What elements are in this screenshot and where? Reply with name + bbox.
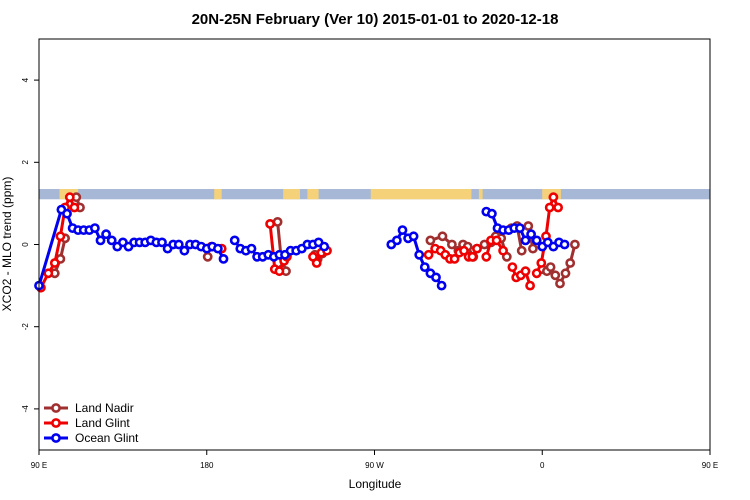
ocean-glint-point bbox=[106, 235, 117, 246]
ocean-glint-point bbox=[520, 235, 531, 246]
tick-labels: 90 E 180 90 W 0 90 E 4 2 0 -2 -4 bbox=[21, 77, 718, 470]
land-nadir-line bbox=[558, 243, 577, 285]
legend-label: Ocean Glint bbox=[75, 431, 139, 445]
ocean-glint-point bbox=[101, 229, 111, 240]
legend-item-ocean-glint: Ocean Glint bbox=[44, 431, 139, 445]
x-axis-label: Longitude bbox=[349, 477, 402, 491]
land-band-segment bbox=[370, 189, 472, 200]
legend-marker bbox=[51, 433, 61, 443]
ocean-glint-point bbox=[218, 253, 229, 264]
x-tick-label: 0 bbox=[540, 461, 545, 470]
y-axis-label: XCO2 - MLO trend (ppm) bbox=[0, 177, 14, 312]
land-glint-point bbox=[311, 258, 322, 268]
ocean-glint-point bbox=[173, 239, 184, 250]
ocean-glint-point bbox=[179, 245, 190, 256]
land-nadir-point bbox=[555, 278, 565, 289]
land-glint-point bbox=[531, 268, 542, 279]
ocean-glint-point bbox=[515, 223, 525, 233]
land-glint-point bbox=[525, 280, 535, 291]
ocean-glint-point bbox=[229, 235, 240, 246]
legend-marker bbox=[51, 418, 61, 428]
y-tick-label: 0 bbox=[21, 242, 30, 247]
land-nadir-point bbox=[565, 258, 576, 268]
land-ocean-band bbox=[39, 189, 710, 200]
land-glint-point bbox=[423, 249, 434, 260]
land-nadir-point bbox=[545, 262, 556, 272]
plot-series bbox=[34, 192, 580, 293]
land-band-segment bbox=[307, 189, 319, 200]
land-nadir-point bbox=[446, 239, 457, 250]
ocean-glint-point bbox=[419, 262, 430, 272]
land-glint-point bbox=[55, 231, 66, 242]
land-nadir-point bbox=[516, 245, 527, 256]
land-nadir-point bbox=[528, 243, 538, 254]
land-nadir-point bbox=[272, 216, 283, 227]
land-nadir-point bbox=[570, 239, 580, 250]
ocean-glint-point bbox=[212, 243, 223, 254]
land-nadir-point bbox=[560, 268, 571, 279]
land-glint-point bbox=[69, 202, 80, 213]
y-tick-label: 2 bbox=[21, 160, 30, 165]
series-ocean-glint bbox=[34, 204, 570, 291]
y-tick-label: 4 bbox=[21, 77, 30, 82]
land-glint-point bbox=[265, 218, 275, 229]
land-glint-point bbox=[64, 192, 75, 203]
land-glint-point bbox=[49, 258, 60, 268]
land-glint-point bbox=[491, 235, 502, 246]
ocean-glint-point bbox=[157, 237, 167, 248]
land-glint-point bbox=[544, 202, 555, 213]
ocean-glint-point bbox=[486, 208, 497, 219]
land-glint-point bbox=[459, 245, 469, 256]
x-tick-label: 90 W bbox=[365, 461, 384, 470]
ocean-glint-point bbox=[391, 235, 402, 246]
land-nadir-point bbox=[425, 235, 436, 246]
land-glint-point bbox=[467, 251, 478, 262]
x-tick-label: 90 E bbox=[31, 461, 47, 470]
land-band-segment bbox=[214, 189, 222, 200]
ocean-glint-point bbox=[90, 223, 100, 233]
land-glint-point bbox=[481, 251, 492, 262]
ocean-glint-point bbox=[531, 235, 542, 246]
land-glint-point bbox=[274, 266, 285, 277]
y-tick-label: -2 bbox=[21, 323, 30, 331]
land-nadir-point bbox=[523, 221, 534, 231]
legend-item-land-nadir: Land Nadir bbox=[44, 401, 134, 415]
ocean-glint-point bbox=[414, 249, 425, 260]
ocean-glint-point bbox=[246, 243, 257, 254]
legend-label: Land Nadir bbox=[75, 401, 134, 415]
land-glint-point bbox=[507, 262, 518, 272]
ocean-glint-point bbox=[319, 241, 330, 252]
ocean-glint-point bbox=[397, 225, 408, 235]
y-tick-label: -4 bbox=[21, 405, 30, 413]
x-tick-label: 90 E bbox=[702, 461, 718, 470]
land-nadir-point bbox=[437, 231, 448, 242]
land-nadir-point bbox=[202, 251, 213, 262]
land-nadir-point bbox=[550, 270, 561, 281]
land-glint-point bbox=[43, 268, 54, 279]
ocean-glint-point bbox=[436, 280, 447, 291]
x-tick-label: 180 bbox=[200, 461, 214, 470]
land-glint-point bbox=[553, 202, 563, 213]
legend-item-land-glint: Land Glint bbox=[44, 416, 130, 430]
land-glint-point bbox=[536, 258, 547, 268]
ocean-glint-point bbox=[431, 272, 441, 283]
legend-label: Land Glint bbox=[75, 416, 130, 430]
ocean-glint-point bbox=[408, 231, 419, 242]
land-glint-point bbox=[498, 245, 508, 256]
ocean-glint-point bbox=[559, 239, 570, 250]
land-glint-point bbox=[472, 243, 482, 254]
ocean-glint-point bbox=[526, 229, 536, 240]
land-glint-point bbox=[520, 266, 531, 277]
land-band-segment bbox=[283, 189, 300, 200]
chart-title: 20N-25N February (Ver 10) 2015-01-01 to … bbox=[192, 11, 559, 28]
land-glint-point bbox=[449, 253, 460, 264]
land-glint-point bbox=[548, 192, 559, 203]
legend-marker bbox=[51, 403, 61, 413]
land-band-segment bbox=[478, 189, 483, 200]
ocean-glint-point bbox=[95, 235, 106, 246]
ocean-glint-point bbox=[62, 208, 72, 219]
